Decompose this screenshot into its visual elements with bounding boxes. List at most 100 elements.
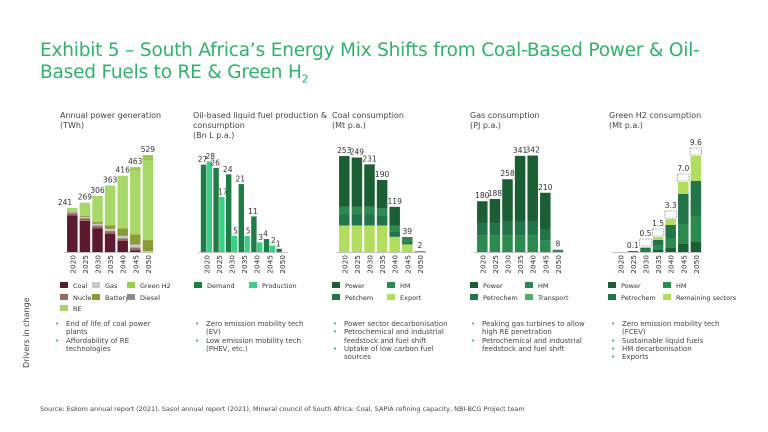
bar-demand (226, 174, 232, 252)
total-label: 416 (116, 166, 131, 175)
legend-item: Export (387, 293, 422, 303)
legend-label: Export (400, 293, 422, 302)
legend-swatch (127, 282, 135, 288)
x-tick-label: 2040 (391, 255, 400, 274)
x-tick-label: 2030 (94, 255, 103, 274)
bar-segment-nuclear (130, 247, 141, 251)
driver-item: Affordability of RE technologies (52, 337, 172, 354)
x-tick-label: 2045 (679, 255, 688, 274)
bar-segment-export (364, 225, 375, 252)
bar-segment-gas (104, 228, 116, 231)
legend-label: Nuclear (73, 293, 99, 302)
driver-item: Petrochemical and industrial feedstock a… (330, 328, 450, 345)
x-tick-label: 2025 (215, 255, 224, 274)
bar-segment-diesel (117, 238, 128, 239)
bar-segment-remaining-sectors (665, 219, 676, 225)
legend-swatch (60, 293, 68, 300)
driver-item: Sustainable liquid fuels (608, 337, 728, 346)
bar-segment-diesel (67, 212, 78, 214)
legend-swatch (92, 282, 100, 288)
total-label: 3.3 (665, 201, 677, 210)
driver-item: Low emission mobility tech (PHEV, etc.) (192, 337, 312, 354)
legend-item: Petrochem (608, 293, 656, 303)
bar-production (257, 242, 263, 252)
bar-segment-remaining-sectors (690, 156, 702, 181)
bar-demand (276, 248, 282, 252)
bar-segment-power (364, 164, 375, 207)
total-label: 231 (362, 154, 377, 163)
bar-segment-battery (142, 240, 154, 252)
bar-segment-battery (104, 225, 116, 229)
bar-segment-coal (92, 228, 103, 252)
legend-item: Remaining sectors (663, 293, 736, 303)
legend-item: Production (249, 282, 297, 291)
x-tick-label: 2020 (616, 255, 625, 274)
total-label: 210 (538, 183, 553, 192)
legend-label: Demand (207, 282, 235, 290)
data-label: 3 (258, 233, 263, 242)
drivers-list-power: End of life of coal power plantsAffordab… (52, 320, 172, 353)
panel-title-h2: Green H2 consumption (Mt p.a.) (609, 111, 702, 130)
driver-item: Peaking gas turbines to allow high RE pe… (468, 320, 593, 337)
legend-label: Power (483, 282, 503, 290)
driver-item: Uptake of low carbon fuel sources (330, 345, 450, 362)
bar-production (244, 235, 250, 252)
bar-segment-hm (414, 251, 426, 252)
bar-segment-hm (389, 225, 400, 232)
x-tick-label: 2020 (478, 255, 487, 274)
bar-segment-export (402, 244, 413, 252)
x-tick-label: 2035 (378, 255, 387, 274)
x-tick-label: 2035 (516, 255, 525, 274)
bar-segment-diesel (130, 247, 141, 248)
total-label: 9.6 (690, 138, 702, 147)
legend-label: RE (73, 305, 82, 313)
total-label: 180 (475, 191, 490, 200)
projection-box (639, 238, 652, 247)
x-tick-label: 2025 (629, 255, 638, 274)
total-label: 190 (375, 170, 390, 179)
legend-label: Power (345, 282, 365, 290)
legend-item: Battery (92, 293, 129, 303)
total-label: 269 (78, 193, 93, 202)
bar-segment-hm (640, 250, 651, 252)
bar-production (219, 197, 225, 252)
legend-label: HM (538, 282, 549, 290)
bar-segment-diesel (79, 217, 91, 219)
total-label: 119 (388, 197, 403, 206)
bar-segment-hm (351, 206, 363, 215)
legend-label: Petrochem (483, 293, 518, 302)
x-tick-label: 2050 (278, 255, 287, 274)
bar-segment-power (652, 250, 664, 252)
legend-item: Gas (92, 282, 117, 291)
bar-production (231, 235, 238, 252)
total-label: 249 (350, 148, 365, 157)
bar-segment-coal (67, 215, 78, 252)
bar-segment-nuclear (67, 213, 78, 216)
legend-swatch (663, 293, 671, 300)
legend-label: Power (621, 282, 641, 290)
legend-swatch (470, 282, 478, 288)
drivers-list-fuel: Zero emission mobility tech (EV)Low emis… (192, 320, 312, 353)
bar-demand (263, 239, 270, 252)
legend-item: HM (663, 282, 687, 291)
x-tick-label: 2035 (654, 255, 663, 274)
bar-segment-gas (117, 235, 128, 239)
legend-swatch (387, 293, 395, 300)
bar-segment-battery (92, 221, 103, 224)
bar-segment-hm (339, 206, 350, 215)
drivers-list-h2: Zero emission mobility tech (FCEV)Sustai… (608, 320, 728, 362)
bar-segment-power (665, 248, 676, 252)
legend-item: Petrochem (470, 293, 518, 303)
data-label: 4 (263, 230, 268, 239)
legend-swatch (525, 282, 533, 288)
x-tick-label: 2030 (642, 255, 651, 274)
panel-title-power: Annual power generation (TWh) (60, 111, 162, 130)
legend-swatch (332, 282, 340, 288)
x-tick-label: 2040 (667, 255, 676, 274)
legend-swatch (663, 282, 671, 288)
bar-segment-petrochem (640, 248, 651, 250)
legend-swatch (127, 293, 135, 300)
bar-segment-hm (477, 235, 488, 252)
drivers-list-coal: Power sector decarbonisationPetrochemica… (330, 320, 450, 361)
total-label: 0.5 (640, 229, 652, 238)
